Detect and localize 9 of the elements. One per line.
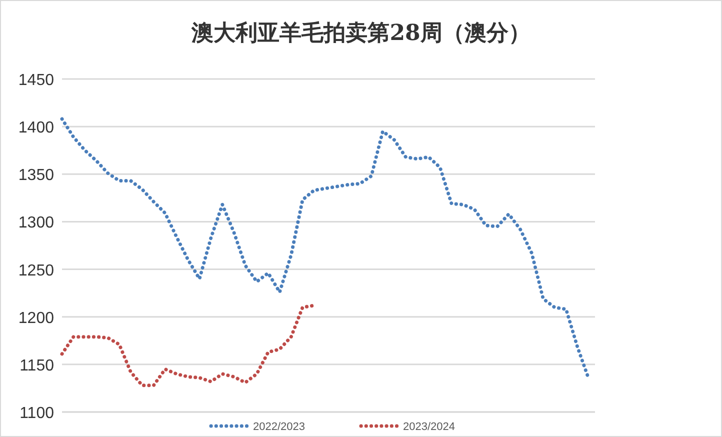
ytick: 1400	[18, 120, 54, 137]
ytick: 1150	[20, 357, 54, 374]
ytick: 1200	[18, 310, 54, 327]
ytick: 1100	[20, 405, 54, 422]
ytick: 1350	[18, 167, 54, 184]
ytick: 1450	[18, 72, 54, 89]
title: 澳大利亚羊毛拍卖第28周（澳分）	[192, 20, 530, 46]
ytick: 1250	[18, 262, 54, 280]
ytick: 1300	[18, 214, 54, 232]
